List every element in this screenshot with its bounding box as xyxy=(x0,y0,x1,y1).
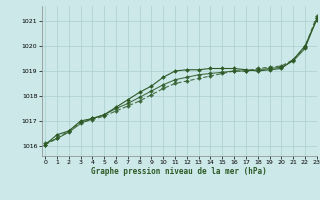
X-axis label: Graphe pression niveau de la mer (hPa): Graphe pression niveau de la mer (hPa) xyxy=(91,167,267,176)
